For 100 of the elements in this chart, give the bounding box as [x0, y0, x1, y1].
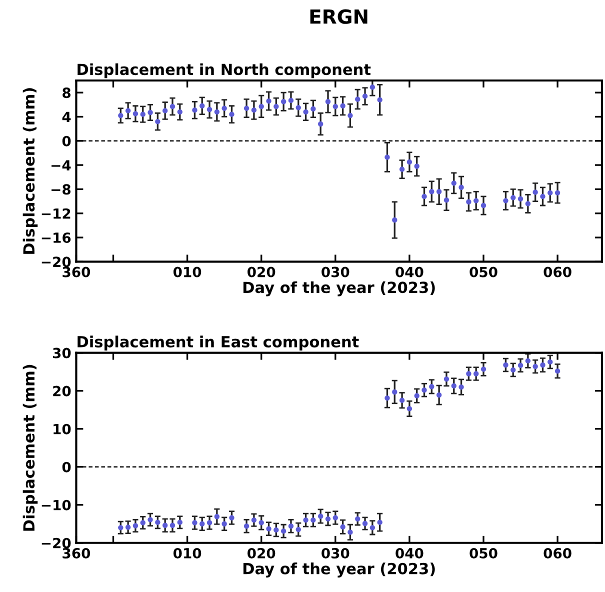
x-tick-label: 060 [544, 548, 572, 558]
y-tick-label: 20 [53, 386, 71, 396]
point [340, 103, 346, 108]
point [206, 106, 212, 112]
point [436, 189, 442, 194]
point [466, 371, 472, 376]
x-axis-title: Day of the year (2023) [243, 562, 435, 578]
point [510, 367, 516, 373]
point [177, 109, 182, 115]
chart-title: Displacement in East component [78, 336, 359, 350]
point [192, 520, 198, 526]
y-tick-label: 0 [62, 136, 71, 146]
point [525, 358, 531, 364]
point [332, 515, 338, 520]
y-tick-label: −4 [52, 160, 71, 170]
point [518, 362, 524, 368]
point [480, 366, 486, 372]
point [355, 516, 360, 522]
x-tick-label: 050 [470, 266, 498, 278]
x-tick-label: 030 [322, 548, 350, 558]
point [258, 520, 264, 526]
x-tick-label: 360 [62, 548, 90, 558]
point [399, 398, 405, 403]
y-tick-label: 10 [54, 424, 71, 434]
point [480, 202, 486, 208]
point [392, 389, 398, 395]
point [206, 520, 212, 526]
point [170, 104, 176, 110]
point [473, 198, 479, 204]
point [340, 524, 346, 530]
point [229, 515, 234, 520]
point [532, 364, 538, 370]
x-tick-label: 040 [396, 548, 424, 558]
point [266, 526, 272, 532]
point [222, 521, 227, 526]
point [422, 387, 427, 393]
point [532, 190, 538, 195]
point [414, 393, 420, 398]
point [140, 112, 146, 117]
y-axis-title: Displacement (mm) [22, 364, 38, 531]
point [362, 94, 368, 99]
point [303, 109, 308, 115]
chart-title: ERGN [310, 9, 368, 24]
point [466, 199, 472, 204]
point [444, 197, 450, 203]
point [125, 524, 131, 530]
point [251, 108, 257, 113]
point [399, 166, 405, 172]
point [125, 108, 131, 114]
point [148, 517, 153, 522]
point [229, 112, 234, 117]
point [348, 112, 353, 118]
y-tick-label: −20 [42, 256, 71, 268]
point [392, 217, 398, 223]
point [214, 109, 220, 115]
point [177, 520, 182, 525]
y-tick-label: 8 [62, 88, 71, 98]
point [548, 190, 553, 196]
point [118, 525, 124, 530]
y-tick-label: −20 [42, 538, 71, 548]
point [422, 194, 427, 200]
point [503, 362, 508, 368]
point [132, 111, 138, 116]
point [384, 395, 390, 401]
point [525, 201, 531, 206]
point [370, 525, 376, 530]
y-tick-label: −12 [42, 208, 70, 219]
point [370, 84, 376, 90]
y-tick-label: 0 [62, 462, 71, 472]
point [377, 520, 382, 525]
point [244, 106, 250, 111]
point [554, 368, 560, 374]
point [406, 159, 412, 165]
point [458, 184, 464, 190]
point [318, 514, 324, 519]
chart-subtitle: Displacement in North component [78, 63, 371, 78]
point [384, 154, 390, 160]
point [451, 180, 456, 186]
point [162, 108, 168, 114]
x-tick-label: 040 [396, 266, 424, 278]
point [554, 190, 560, 196]
point [540, 194, 546, 200]
point [280, 528, 286, 534]
point [436, 392, 442, 398]
point [503, 198, 508, 204]
point [251, 517, 257, 523]
x-axis-title: Day of the year (2023) [243, 281, 435, 296]
point [200, 521, 205, 526]
point [458, 384, 464, 390]
point [362, 520, 368, 526]
x-tick-label: 050 [470, 548, 498, 558]
x-tick-label: 010 [173, 266, 202, 278]
point [444, 376, 450, 382]
x-tick-label: 030 [322, 266, 350, 278]
point [406, 406, 412, 412]
point [310, 106, 316, 112]
x-tick-label: 010 [173, 548, 202, 558]
x-tick-label: 020 [248, 548, 276, 558]
point [274, 104, 279, 110]
y-tick-label: −16 [42, 232, 71, 243]
